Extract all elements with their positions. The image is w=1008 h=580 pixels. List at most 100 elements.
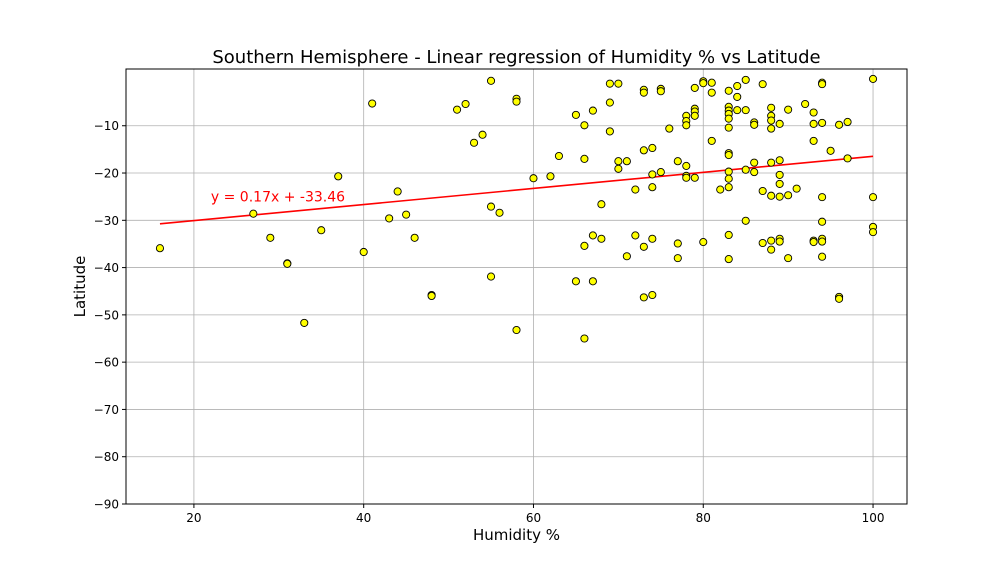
data-point [486,202,496,211]
data-point [588,106,597,115]
data-point [767,236,776,245]
data-point [673,157,682,166]
data-point [784,254,793,263]
data-point [809,108,818,117]
regression-equation-label: y = 0.17x + -33.46 [211,190,345,206]
grid-layer [126,69,907,505]
data-point [622,252,631,261]
y-axis-label: Latitude [71,256,89,318]
data-point [767,158,776,167]
data-point [699,79,708,88]
data-point [402,210,411,219]
data-point [605,127,614,136]
data-point [707,88,716,97]
data-point [580,121,589,130]
data-point [588,231,597,240]
data-point [690,111,699,120]
data-point [631,185,640,194]
data-point [631,231,640,240]
data-point [758,238,767,248]
data-point [767,191,776,200]
data-point [707,78,716,87]
data-point [512,97,521,106]
y-tick-label: −20 [94,167,119,181]
data-point [775,156,784,165]
data-point [529,174,538,183]
data-point [784,191,793,200]
data-point [597,200,606,209]
data-point [478,130,487,139]
data-point [155,244,165,253]
data-point [775,192,784,201]
x-tick-label: 40 [356,511,371,525]
data-point [835,120,844,129]
y-tick-label: −80 [94,450,119,464]
data-point [741,106,750,115]
data-point [614,164,623,173]
data-point [673,239,682,248]
y-tick-label: −10 [94,119,119,133]
points-layer [155,74,878,343]
data-point [741,165,750,174]
data-point [775,179,784,188]
data-point [724,230,733,240]
data-point [622,157,631,166]
data-point [724,123,733,132]
data-point [818,193,827,202]
data-point [648,183,657,192]
data-point [767,116,776,125]
data-point [809,238,818,247]
data-point [767,124,776,133]
data-point [334,172,343,181]
data-point [486,272,496,281]
data-point [775,119,784,128]
data-point [724,183,733,192]
data-point [843,117,852,127]
data-point [470,138,479,147]
regression-line [159,155,874,225]
data-point [639,88,648,97]
data-point [546,172,555,181]
y-tick-label: −70 [94,403,119,417]
data-point [393,187,402,196]
ticks-layer: 20 40 60 80 100 −90 −80 −70 −60 −50 −40 −30 −20 −10 [94,119,885,525]
data-point [453,105,462,114]
data-point [588,277,597,286]
data-point [724,114,733,123]
data-point [461,99,470,109]
data-point [571,110,580,119]
data-point [656,168,665,177]
data-point [801,99,810,109]
data-point [266,233,275,242]
data-point [512,325,521,335]
data-point [792,184,801,193]
data-point [724,255,733,264]
data-point [775,170,784,179]
data-point [843,154,852,163]
data-point [673,254,682,263]
data-point [818,217,827,226]
data-point [724,86,733,95]
data-point [648,290,657,300]
data-point [758,80,767,89]
data-point [580,154,589,163]
data-point [682,121,691,130]
data-point [767,245,776,254]
data-point [648,170,657,179]
data-point [707,136,716,145]
y-tick-label: −30 [94,214,119,228]
data-point [283,259,292,268]
data-point [733,92,742,101]
x-axis-label: Humidity % [473,526,560,544]
data-point [648,143,657,153]
data-point [639,293,648,302]
data-point [741,216,750,225]
y-tick-label: −60 [94,356,119,370]
data-point [724,151,733,160]
data-point [580,334,589,343]
data-point [359,247,368,257]
y-tick-label: −40 [94,261,119,275]
data-point [835,294,844,303]
